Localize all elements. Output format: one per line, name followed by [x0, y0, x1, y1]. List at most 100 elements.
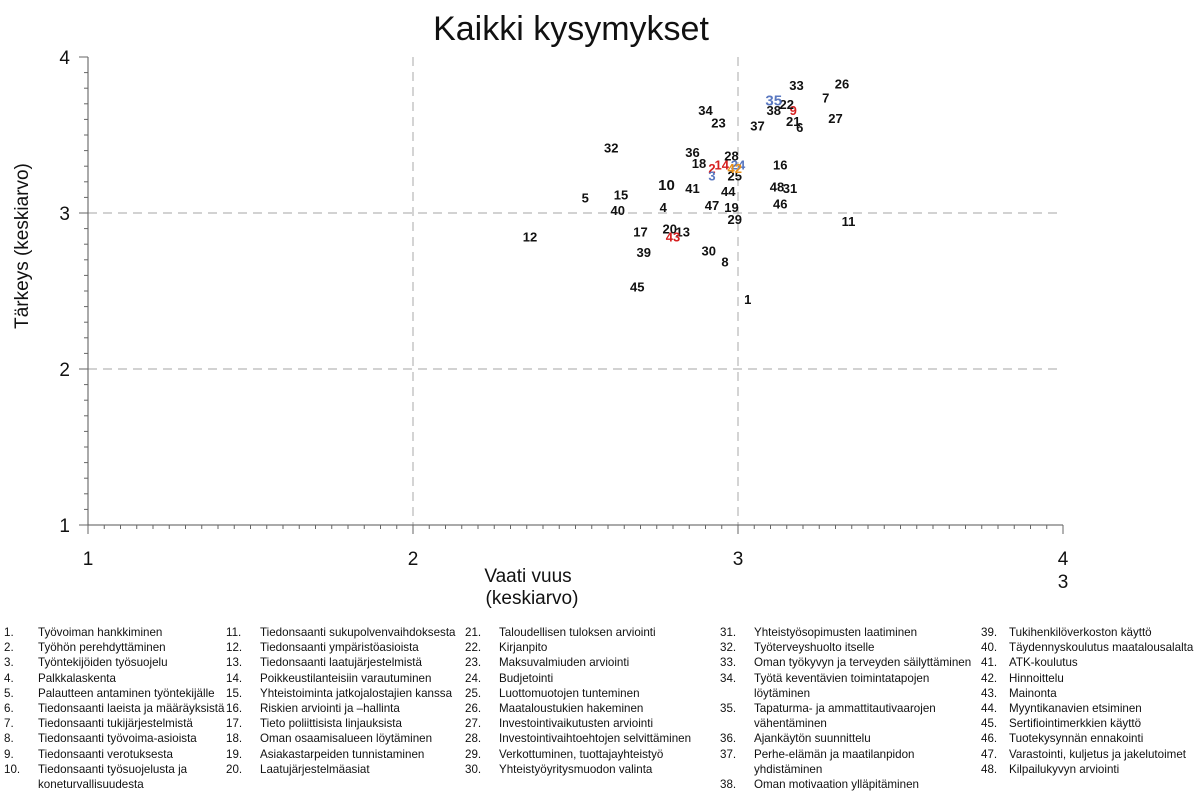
legend-text: Tiedonsaanti tukijärjestelmistä	[38, 717, 193, 731]
legend-number: 12.	[226, 641, 243, 655]
x-axis-title-line-1: Vaati vuus	[484, 566, 571, 587]
legend-number: 11.	[226, 626, 242, 639]
data-point-label-10: 10	[658, 177, 675, 194]
legend-text: Kirjanpito	[499, 641, 548, 655]
data-point-label-5: 5	[582, 190, 589, 205]
legend-number: 26.	[465, 702, 482, 715]
legend-text: Oman osaamisalueen löytäminen	[260, 732, 433, 746]
legend-number: 4.	[4, 671, 14, 685]
data-point-label-13: 13	[676, 225, 690, 240]
grid-lines	[88, 57, 1063, 525]
legend-number: 9.	[4, 747, 14, 761]
y-tick-label-1: 1	[59, 516, 70, 537]
legend-number: 23.	[465, 656, 482, 670]
data-point-label-18: 18	[692, 156, 706, 171]
data-point-label-34: 34	[698, 103, 713, 118]
data-point-label-42: 42	[728, 161, 742, 176]
legend-text: Palautteen antaminen työntekijälle	[38, 686, 215, 700]
data-point-label-31: 31	[783, 181, 797, 196]
data-point-label-16: 16	[773, 158, 787, 173]
legend-text: Ajankäytön suunnittelu	[754, 732, 871, 746]
legend-number: 47.	[981, 747, 998, 761]
legend-text: Riskien arviointi ja –hallinta	[260, 702, 400, 715]
data-point-label-40: 40	[611, 203, 625, 218]
legend-number: 34.	[720, 671, 737, 685]
legend-text: Hinnoittelu	[1009, 671, 1064, 685]
legend-text: koneturvallisuudesta	[38, 778, 144, 791]
legend-number: 22.	[465, 641, 482, 655]
legend-number: 17.	[226, 717, 243, 731]
x-tick-label-1: 1	[83, 549, 94, 570]
x-tick-label-2: 2	[408, 549, 419, 570]
data-point-label-23: 23	[711, 116, 725, 131]
data-point-label-26: 26	[835, 77, 849, 92]
legend-number: 46.	[981, 732, 998, 746]
legend-number: 29.	[465, 747, 482, 761]
legend-number: 25.	[465, 686, 482, 700]
legend-text: Oman motivaation ylläpitäminen	[754, 778, 919, 791]
x-tick-label-extra: 3	[1058, 572, 1069, 593]
data-point-label-35: 35	[765, 93, 782, 110]
legend-number: 3.	[4, 656, 14, 670]
legend-text: Tiedonsaanti sukupolvenvaihdoksesta	[260, 626, 456, 639]
legend-text: vähentäminen	[754, 717, 827, 731]
legend-number: 27.	[465, 717, 482, 731]
data-point-label-48: 48	[770, 179, 784, 194]
data-point-label-15: 15	[614, 187, 628, 202]
data-point-label-37: 37	[750, 119, 764, 134]
legend-number: 15.	[226, 686, 243, 700]
legend-text: Työntekijöiden työsuojelu	[38, 656, 168, 670]
data-point-label-45: 45	[630, 279, 644, 294]
legend-number: 13.	[226, 656, 243, 670]
data-point-label-19: 19	[724, 200, 738, 215]
legend-text: Tiedonsaanti ympäristöasioista	[260, 641, 419, 655]
legend-text: Tiedonsaanti verotuksesta	[38, 747, 173, 761]
legend-number: 30.	[465, 762, 482, 776]
legend-number: 7.	[4, 717, 14, 731]
data-point-label-47: 47	[705, 198, 719, 213]
data-point-label-17: 17	[633, 225, 647, 240]
legend-text: Tuotekysynnän ennakointi	[1009, 732, 1144, 746]
legend-text: Budjetointi	[499, 671, 554, 685]
legend-text: Työterveyshuolto itselle	[754, 641, 875, 655]
chart-title: Kaikki kysymykset	[433, 10, 709, 48]
legend-text: Mainonta	[1009, 686, 1057, 700]
data-point-label-1: 1	[744, 292, 751, 307]
data-point-label-28: 28	[724, 148, 738, 163]
legend-text: Tiedonsaanti laatujärjestelmistä	[260, 656, 422, 670]
data-point-label-20: 20	[663, 222, 677, 237]
x-tick-label-3: 3	[733, 549, 744, 570]
legend-text: Palkkalaskenta	[38, 671, 116, 685]
legend-text: Asiakastarpeiden tunnistaminen	[260, 747, 425, 761]
legend-number: 43.	[981, 686, 998, 700]
data-point-label-25: 25	[728, 169, 742, 184]
legend-text: Työvoiman hankkiminen	[38, 626, 163, 639]
data-point-label-43: 43	[666, 229, 680, 244]
legend-text: Perhe-elämän ja maatilanpidon	[754, 747, 915, 761]
legend-text: Maataloustukien hakeminen	[499, 702, 644, 715]
legend-text: Myyntikanavien etsiminen	[1009, 702, 1142, 715]
legend-text: Maksuvalmiuden arviointi	[499, 656, 630, 670]
legend-text: Yhteistyösopimusten laatiminen	[754, 626, 918, 639]
legend-number: 1.	[4, 626, 14, 639]
legend-number: 8.	[4, 732, 14, 746]
legend-text: Poikkeustilanteisiin varautuminen	[260, 671, 432, 685]
legend-text: Yhteistoiminta jatkojalostajien kanssa	[260, 686, 453, 700]
legend-text: Tieto poliittisista linjauksista	[260, 717, 402, 731]
legend-text: Työtä keventävien toimintatapojen	[754, 671, 930, 685]
legend-text: Yhteistyöyritysmuodon valinta	[499, 762, 653, 776]
data-point-label-2: 2	[708, 161, 715, 176]
data-point-label-29: 29	[728, 212, 742, 227]
y-tick-label-3: 3	[59, 204, 70, 225]
legend-text: ATK-koulutus	[1009, 656, 1078, 670]
data-point-label-41: 41	[685, 181, 699, 196]
legend-text: Sertifiointimerkkien käyttö	[1009, 717, 1142, 731]
legend-text: Tiedonsaanti työvoima-asioista	[38, 732, 197, 746]
data-point-label-4: 4	[660, 200, 668, 215]
data-point-label-22: 22	[780, 97, 794, 112]
legend-number: 45.	[981, 717, 998, 731]
legend-number: 20.	[226, 762, 243, 776]
legend-number: 42.	[981, 671, 998, 685]
